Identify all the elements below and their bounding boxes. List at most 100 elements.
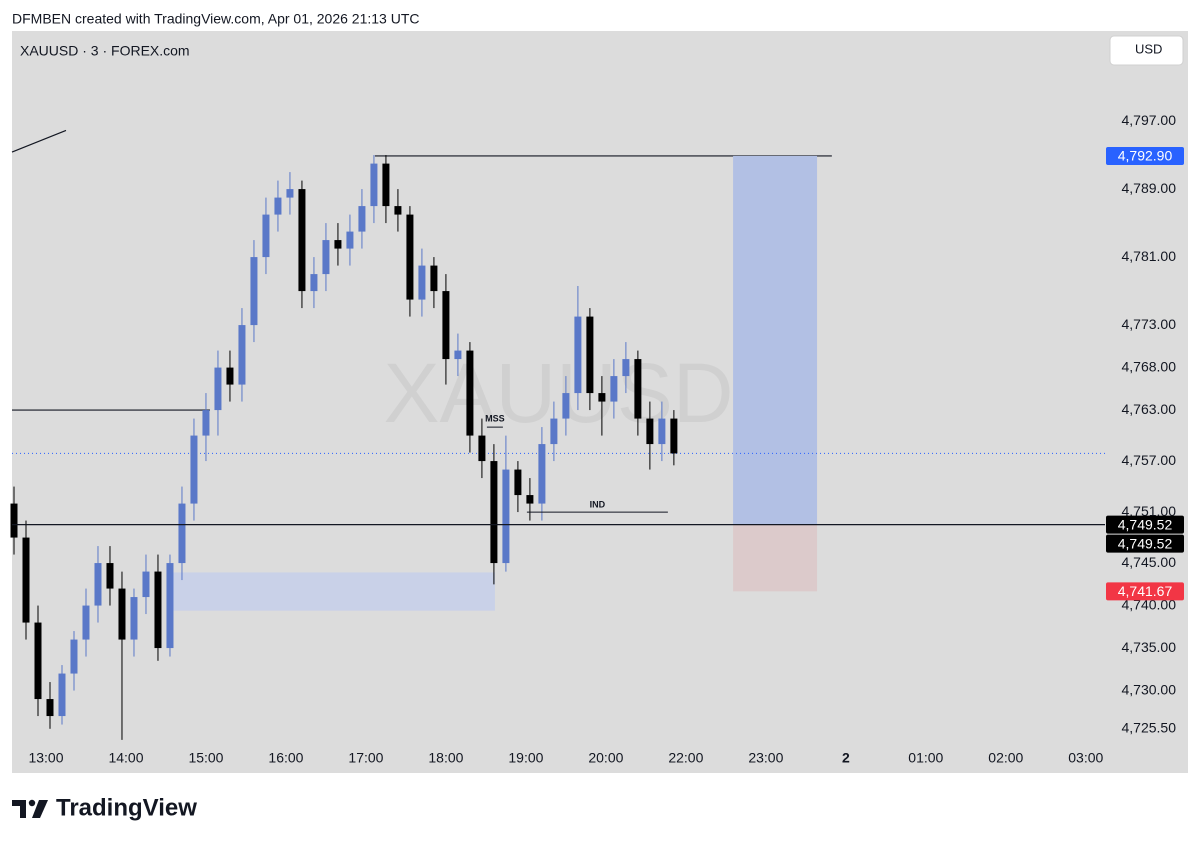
candle-body (262, 214, 270, 258)
chart-panel (12, 31, 1188, 773)
y-tick-label: 4,730.00 (1122, 681, 1177, 697)
x-tick-label: 13:00 (28, 750, 63, 766)
y-tick-label: 4,773.00 (1122, 316, 1177, 332)
y-tick-label: 4,797.00 (1122, 112, 1177, 128)
candle-body (370, 163, 378, 207)
target-price-label-box (1106, 146, 1184, 165)
candle-body (550, 418, 558, 445)
x-tick-label: 18:00 (428, 750, 463, 766)
x-tick-label: 03:00 (1068, 750, 1103, 766)
candle-body (70, 639, 78, 674)
currency-label[interactable]: USD (1135, 41, 1162, 56)
x-tick-label: 02:00 (988, 750, 1023, 766)
candle-body (154, 571, 162, 649)
fvg-zone (171, 572, 495, 611)
entry-price-label: 4,749.52 (1118, 535, 1173, 551)
candle-body (466, 350, 474, 436)
candle-body (634, 359, 642, 419)
candle-body (526, 495, 534, 504)
candle-body (418, 265, 426, 300)
y-tick-label: 4,751.00 (1122, 503, 1177, 519)
candle-body (10, 503, 18, 538)
candle-body (502, 469, 510, 564)
y-tick-label: 4,789.00 (1122, 180, 1177, 196)
candle-body (130, 597, 138, 640)
x-tick-label: 14:00 (108, 750, 143, 766)
candle-body (22, 537, 30, 623)
candle-body (442, 291, 450, 360)
candle-body (562, 393, 570, 419)
candle-body (58, 673, 66, 717)
candle-body (226, 367, 234, 385)
candle-body (106, 563, 114, 589)
candle-body (46, 699, 54, 717)
candle-body (214, 367, 222, 411)
candle-body (334, 240, 342, 249)
candle-body (190, 435, 198, 504)
stop-price-label-box (1106, 582, 1184, 601)
candle-body (94, 563, 102, 606)
candle-body (346, 231, 354, 249)
candle-body (382, 163, 390, 207)
candle-body (394, 206, 402, 215)
logo-mark (12, 800, 26, 818)
ind-label: IND (590, 499, 606, 509)
stop-zone (733, 524, 818, 592)
trend-line (11, 129, 67, 153)
brand-logo (12, 799, 48, 818)
entry-price-label-box (1106, 534, 1184, 553)
candle-body (310, 274, 318, 292)
entry-line-price-label-box (1106, 515, 1184, 534)
x-tick-label: 22:00 (668, 750, 703, 766)
candle-body (34, 622, 42, 700)
candle-body (454, 350, 462, 360)
candle-body (670, 418, 678, 454)
y-tick-label: 4,763.00 (1122, 401, 1177, 417)
candle-body (610, 376, 618, 402)
x-tick-label: 01:00 (908, 750, 943, 766)
candle-body (586, 316, 594, 394)
target-zone (733, 155, 818, 525)
entry-line-price-label: 4,749.52 (1118, 516, 1173, 532)
candle-body (430, 265, 438, 292)
symbol-title: XAUUSD · 3 · FOREX.com (20, 43, 190, 59)
candle-body (142, 571, 150, 598)
candle-body (250, 257, 258, 326)
candle-body (166, 563, 174, 649)
x-tick-label: 20:00 (588, 750, 623, 766)
y-tick-label: 4,745.00 (1122, 554, 1177, 570)
target-price-label: 4,792.90 (1118, 148, 1173, 164)
y-tick-label: 4,781.00 (1122, 248, 1177, 264)
x-tick-label: 16:00 (268, 750, 303, 766)
candle-body (538, 444, 546, 504)
candle-body (274, 197, 282, 215)
y-tick-label: 4,725.50 (1122, 720, 1177, 736)
candle-body (574, 316, 582, 394)
candle-body (514, 469, 522, 496)
candle-body (82, 605, 90, 640)
candle-body (286, 189, 294, 198)
plot: XAUUSD 4,797.00 4,789.00 4,781.00 4,773.00 4,… (10, 112, 1184, 766)
candle-body (406, 214, 414, 300)
x-tick-label: 23:00 (748, 750, 783, 766)
candle-body (646, 418, 654, 445)
candle-body (490, 461, 498, 564)
brand-name: TradingView (56, 794, 197, 821)
candle-body (622, 359, 630, 377)
x-tick-label: 19:00 (508, 750, 543, 766)
stop-price-label: 4,741.67 (1118, 583, 1173, 599)
logo-dot (28, 799, 36, 807)
mss-label: MSS (485, 413, 505, 423)
y-tick-label: 4,757.00 (1122, 452, 1177, 468)
y-tick-label: 4,768.00 (1122, 358, 1177, 374)
candle-body (298, 189, 306, 292)
candle-body (118, 588, 126, 640)
y-tick-label: 4,735.00 (1122, 639, 1177, 655)
logo-mark (32, 800, 48, 818)
candle-body (238, 325, 246, 385)
candle-body (358, 206, 366, 232)
candle-body (202, 410, 210, 436)
currency-button[interactable] (1109, 35, 1184, 66)
x-tick-label: 2 (842, 750, 850, 766)
